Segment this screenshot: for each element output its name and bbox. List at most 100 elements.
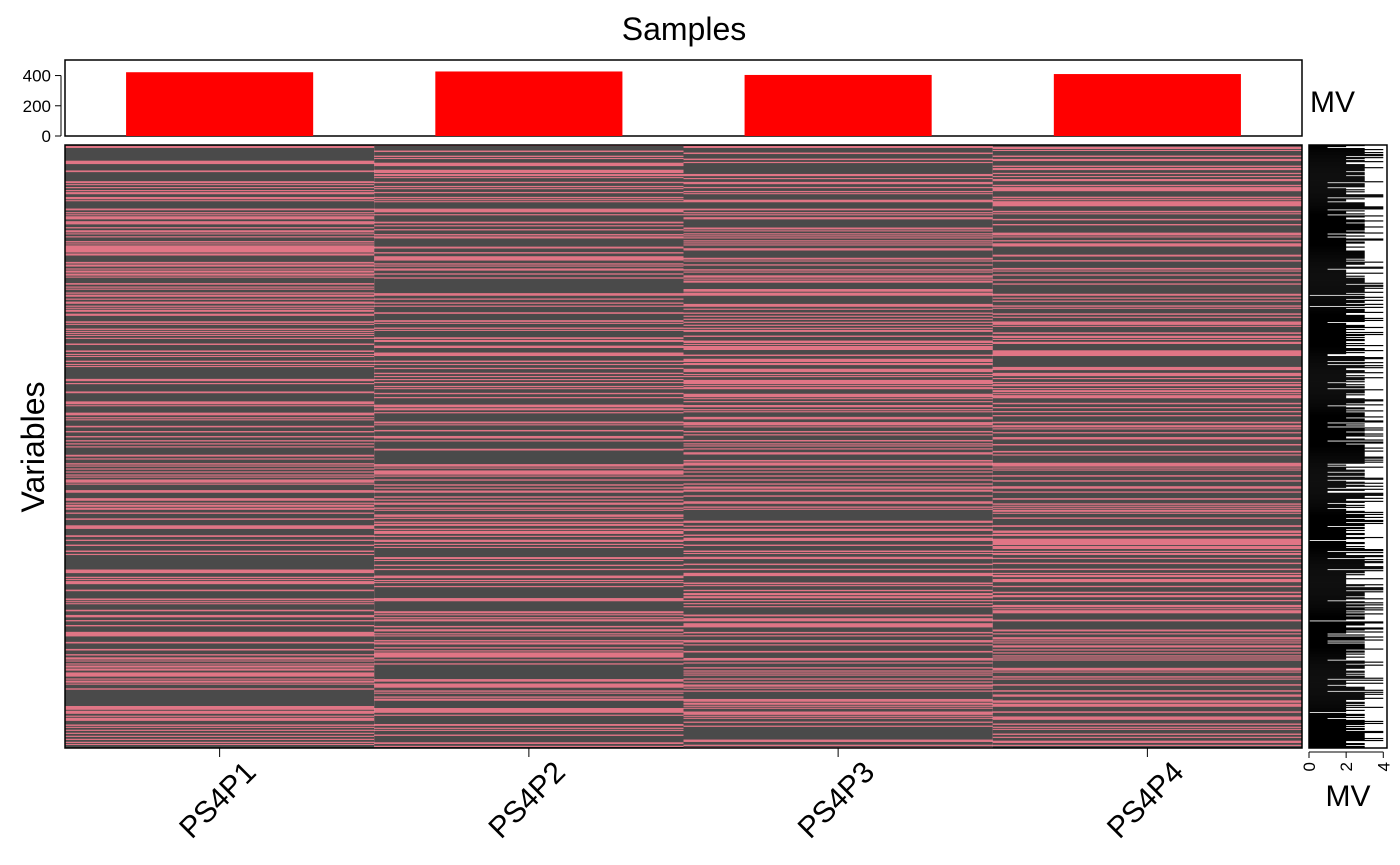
row-bar [1309, 353, 1347, 355]
heatmap-missing-cell [65, 185, 375, 188]
heatmap-missing-cell [374, 356, 684, 361]
heatmap-missing-cell [374, 425, 684, 430]
row-bar [1309, 677, 1384, 679]
row-bar [1309, 558, 1328, 560]
row-bar [1309, 343, 1347, 346]
row-bar [1309, 555, 1384, 557]
row-bar [1309, 366, 1365, 368]
heatmap-missing-cell [992, 333, 1302, 336]
row-bar [1309, 350, 1384, 352]
row-bar [1309, 362, 1384, 364]
heatmap-missing-cell [374, 303, 684, 306]
heatmap-missing-cell [65, 650, 375, 655]
heatmap-missing-cell [683, 642, 993, 645]
heatmap-missing-cell [683, 399, 993, 402]
heatmap-missing-cell [65, 459, 375, 464]
heatmap-missing-cell [374, 480, 684, 485]
heatmap-missing-cell [683, 469, 993, 472]
row-bar [1309, 347, 1347, 349]
row-bar [1309, 499, 1347, 501]
heatmap-missing-cell [992, 518, 1302, 526]
heatmap-missing-cell [992, 389, 1302, 391]
heatmap-missing-cell [683, 701, 993, 703]
row-bar [1309, 153, 1365, 155]
row-bar [1309, 202, 1365, 204]
row-bar [1309, 277, 1365, 279]
heatmap-missing-cell [683, 384, 993, 386]
heatmap-missing-cell [374, 260, 684, 264]
heatmap-missing-cell [65, 472, 375, 475]
row-bar [1309, 568, 1384, 570]
row-bar [1309, 478, 1384, 480]
row-bar [1309, 278, 1365, 280]
heatmap-missing-cell [65, 626, 375, 632]
heatmap: PS4P1 PS4P2 PS4P3 PS4P4 [64, 144, 1303, 845]
row-bar [1309, 384, 1365, 386]
heatmap-missing-cell [683, 245, 993, 249]
heatmap-missing-cell [65, 739, 375, 742]
heatmap-missing-cell [65, 506, 375, 508]
row-bar [1309, 687, 1365, 689]
heatmap-missing-cell [683, 148, 993, 153]
row-bar [1309, 329, 1347, 332]
heatmap-missing-cell [374, 338, 684, 340]
row-bar [1309, 334, 1365, 337]
row-bar [1309, 344, 1384, 347]
row-bar [1309, 400, 1384, 402]
heatmap-missing-cell [374, 634, 684, 636]
row-bar [1309, 681, 1347, 683]
row-bar [1309, 580, 1347, 582]
row-bar [1309, 526, 1365, 529]
heatmap-missing-cell [374, 187, 684, 189]
row-bar [1309, 215, 1384, 217]
row-bar [1309, 307, 1347, 309]
row-bar [1309, 644, 1365, 646]
row-bar [1309, 521, 1347, 524]
heatmap-missing-cell [374, 230, 684, 235]
row-bar [1309, 469, 1365, 471]
row-bar [1309, 569, 1328, 571]
row-bar [1309, 524, 1365, 527]
row-bar [1309, 615, 1347, 617]
heatmap-missing-cell [683, 559, 993, 564]
heatmap-missing-cell [65, 670, 375, 673]
heatmap-missing-cell [65, 621, 375, 625]
heatmap-missing-cell [374, 223, 684, 226]
row-bar [1309, 421, 1384, 423]
row-bar [1309, 385, 1347, 387]
row-bar [1309, 574, 1365, 576]
heatmap-missing-cell [374, 398, 684, 405]
row-bar [1309, 298, 1347, 300]
heatmap-missing-cell [683, 277, 993, 279]
row-bar [1309, 714, 1365, 716]
row-bar [1309, 207, 1384, 209]
row-bar [1309, 292, 1347, 294]
row-bar [1309, 467, 1347, 469]
heatmap-missing-cell [683, 726, 993, 740]
row-bar [1309, 484, 1365, 486]
heatmap-missing-cell [683, 444, 993, 446]
row-bar [1309, 210, 1365, 212]
row-bar [1309, 438, 1365, 440]
heatmap-missing-cell [992, 535, 1302, 539]
row-bar [1309, 679, 1384, 681]
row-bar [1309, 410, 1384, 412]
heatmap-frame [64, 144, 1303, 749]
heatmap-missing-cell [65, 611, 375, 615]
heatmap-missing-cell [683, 219, 993, 228]
heatmap-missing-cell [65, 289, 375, 293]
row-bar [1309, 442, 1384, 444]
row-bar [1309, 507, 1328, 509]
row-bar [1309, 441, 1384, 443]
row-bar [1309, 302, 1347, 304]
row-bar [1309, 198, 1365, 200]
heatmap-missing-cell [65, 456, 375, 459]
row-bar [1309, 522, 1384, 525]
heatmap-missing-cell [683, 412, 993, 417]
row-bar [1309, 709, 1365, 711]
row-bar [1309, 177, 1365, 179]
row-bar [1309, 508, 1347, 510]
row-bar [1309, 284, 1384, 286]
row-bar [1309, 583, 1347, 585]
